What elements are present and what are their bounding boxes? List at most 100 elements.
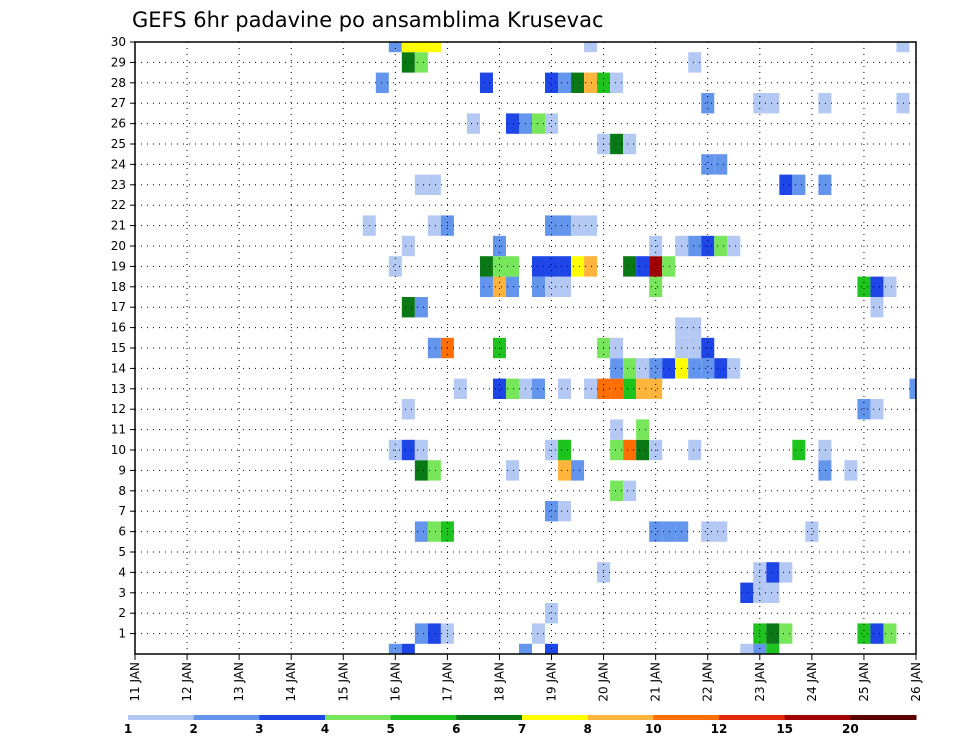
legend-swatch — [128, 715, 195, 720]
heatmap-cell — [558, 72, 572, 93]
x-tick-label: 22 JAN — [701, 662, 715, 702]
heatmap-cell — [701, 93, 715, 114]
y-tick-label: 19 — [111, 259, 126, 273]
heatmap-cell — [427, 174, 441, 195]
heatmap-cell — [688, 358, 702, 379]
x-tick-label: 11 JAN — [128, 662, 142, 702]
heatmap-cell — [584, 42, 598, 53]
heatmap-cell — [805, 521, 819, 542]
heatmap-cell — [427, 460, 441, 481]
heatmap-cell — [844, 460, 858, 481]
heatmap-cell — [479, 72, 493, 93]
heatmap-cell — [857, 276, 871, 297]
y-tick-label: 13 — [111, 382, 126, 396]
x-tick-label: 25 JAN — [857, 662, 871, 702]
legend-label: 6 — [452, 722, 460, 736]
heatmap-cell — [688, 439, 702, 461]
heatmap-cell — [414, 52, 428, 73]
y-tick-label: 24 — [111, 157, 126, 171]
heatmap-cell — [649, 358, 663, 379]
heatmap-cell — [688, 235, 702, 257]
heatmap-cell — [427, 337, 441, 359]
heatmap-cell — [818, 93, 832, 114]
legend-swatch — [456, 715, 523, 720]
heatmap-cell — [662, 358, 676, 379]
heatmap-cell — [532, 113, 546, 134]
heatmap-cell — [766, 562, 780, 583]
heatmap-cell — [558, 439, 572, 461]
heatmap-cell — [492, 378, 506, 399]
x-tick-label: 15 JAN — [336, 662, 350, 702]
y-tick-label: 8 — [118, 484, 126, 498]
y-tick-label: 6 — [118, 525, 126, 539]
heatmap-cell — [532, 378, 546, 399]
heatmap-cell — [414, 521, 428, 542]
legend-swatch — [653, 715, 720, 720]
heatmap-cell — [532, 256, 546, 277]
heatmap-cell — [571, 215, 585, 236]
heatmap-cell — [414, 174, 428, 195]
y-tick-label: 1 — [118, 627, 126, 641]
heatmap-cells — [362, 42, 916, 654]
heatmap-cell — [857, 623, 871, 644]
heatmap-cell — [688, 52, 702, 73]
heatmap-cell — [558, 256, 572, 277]
legend-label: 3 — [255, 722, 263, 736]
legend-label: 4 — [321, 722, 329, 736]
y-tick-label: 3 — [118, 586, 126, 600]
heatmap-cell — [610, 72, 624, 93]
y-tick-label: 15 — [111, 341, 126, 355]
heatmap-cell — [766, 623, 780, 644]
heatmap-cell — [649, 378, 663, 399]
heatmap-cell — [714, 154, 728, 175]
heatmap-cell — [558, 276, 572, 297]
heatmap-cell — [532, 623, 546, 644]
heatmap-cell — [779, 174, 793, 195]
heatmap-cell — [375, 72, 389, 93]
y-tick-label: 28 — [111, 76, 126, 90]
heatmap-cell — [623, 439, 637, 461]
legend-label: 12 — [711, 722, 728, 736]
y-tick-label: 5 — [118, 545, 126, 559]
heatmap-cell — [545, 276, 559, 297]
heatmap-cell — [636, 358, 650, 379]
heatmap-cell — [636, 378, 650, 399]
heatmap-cell — [545, 215, 559, 236]
x-tick-label: 14 JAN — [284, 662, 298, 702]
x-tick-label: 16 JAN — [388, 662, 402, 702]
heatmap-cell — [649, 276, 663, 297]
heatmap-cell — [414, 460, 428, 481]
heatmap-cell — [883, 276, 897, 297]
y-tick-label: 25 — [111, 137, 126, 151]
chart-title: GEFS 6hr padavine po ansamblima Krusevac — [132, 8, 604, 32]
x-tick-label: 18 JAN — [492, 662, 506, 702]
heatmap-cell — [492, 256, 506, 277]
y-tick-label: 10 — [111, 443, 126, 457]
heatmap-cell — [857, 399, 871, 420]
heatmap-cell — [714, 235, 728, 257]
x-tick-label: 19 JAN — [545, 662, 559, 702]
heatmap-cell — [727, 235, 741, 257]
heatmap-cell — [505, 256, 519, 277]
x-tick-label: 20 JAN — [597, 662, 611, 702]
legend-swatch — [325, 715, 392, 720]
legend-label: 2 — [189, 722, 197, 736]
legend-label: 8 — [583, 722, 591, 736]
heatmap-cell — [701, 358, 715, 379]
heatmap-cell — [766, 582, 780, 603]
heatmap-cell — [766, 93, 780, 114]
heatmap-cell — [883, 623, 897, 644]
heatmap-cell — [610, 378, 624, 399]
heatmap-cell — [571, 460, 585, 481]
y-tick-label: 27 — [111, 96, 126, 110]
heatmap-cell — [688, 317, 702, 338]
heatmap-cell — [662, 521, 676, 542]
legend-label: 10 — [645, 722, 662, 736]
y-tick-label: 2 — [118, 606, 126, 620]
heatmap-cell — [453, 378, 467, 399]
heatmap-cell — [623, 480, 637, 501]
heatmap-cell — [662, 256, 676, 277]
heatmap-cell — [545, 501, 559, 522]
legend-swatch — [522, 715, 589, 720]
legend-label: 7 — [518, 722, 526, 736]
